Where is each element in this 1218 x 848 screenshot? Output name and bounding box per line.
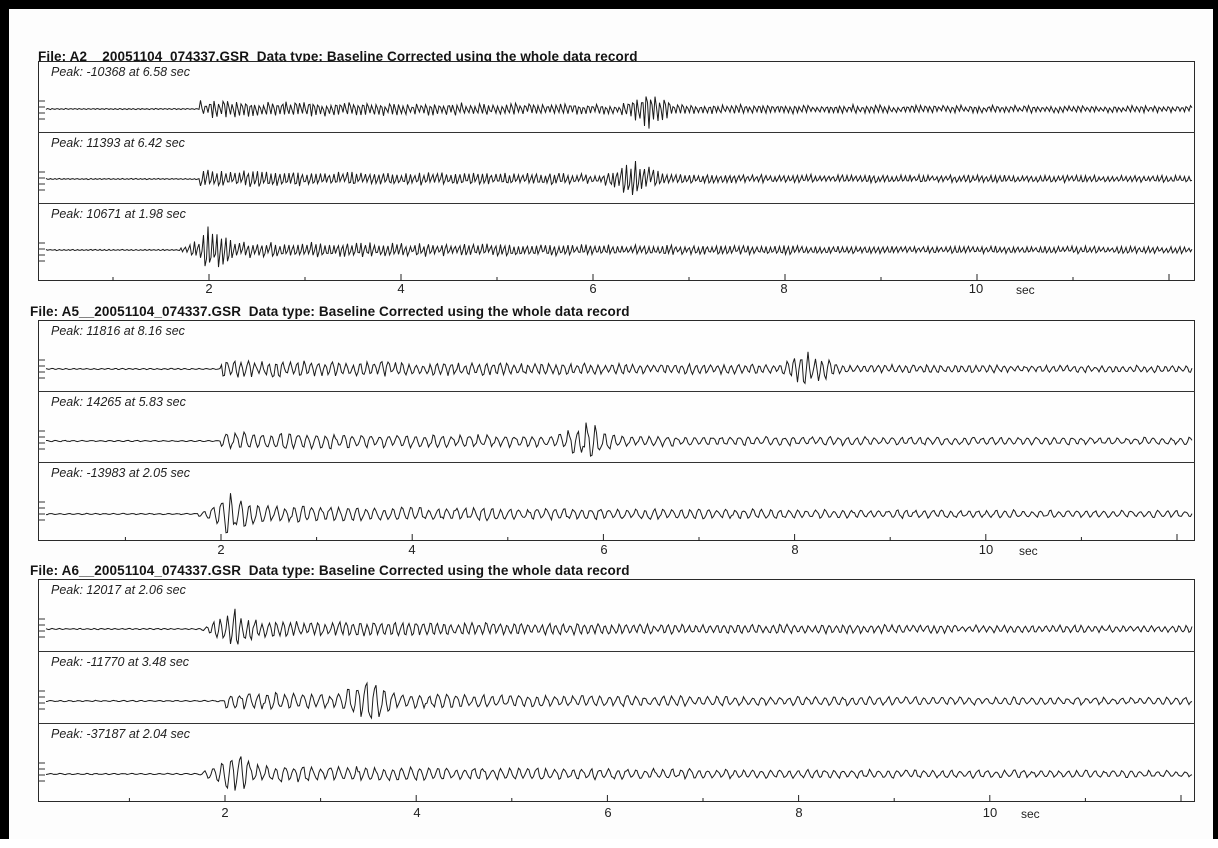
x-tick-label: 4	[397, 281, 405, 296]
x-unit-label: sec	[1019, 544, 1038, 558]
trace-separator	[38, 391, 1195, 392]
peak-label-a2-2: Peak: 11393 at 6.42 sec	[51, 136, 185, 150]
seismogram-trace	[45, 756, 1193, 791]
x-tick-label: 6	[600, 542, 608, 557]
peak-label-a6-1: Peak: 12017 at 2.06 sec	[51, 583, 186, 597]
x-tick-label: 10	[982, 805, 998, 820]
seismogram-trace	[45, 351, 1193, 385]
seismogram-trace	[45, 226, 1193, 268]
file-title-a2: File: A2__20051104_074337.GSR Data type:…	[38, 49, 638, 64]
trace-separator	[38, 723, 1195, 724]
peak-label-a5-3: Peak: -13983 at 2.05 sec	[51, 466, 190, 480]
peak-label-a5-2: Peak: 14265 at 5.83 sec	[51, 395, 186, 409]
file-title-a5: File: A5__20051104_074337.GSR Data type:…	[30, 304, 630, 319]
x-unit-label: sec	[1021, 807, 1040, 821]
file-title-a6: File: A6__20051104_074337.GSR Data type:…	[30, 563, 630, 578]
x-tick-label: 2	[205, 281, 213, 296]
x-tick-label: 10	[968, 281, 984, 296]
peak-label-a2-1: Peak: -10368 at 6.58 sec	[51, 65, 190, 79]
x-tick-label: 8	[791, 542, 799, 557]
trace-separator	[38, 462, 1195, 463]
peak-label-a5-1: Peak: 11816 at 8.16 sec	[51, 324, 185, 338]
x-tick-label: 6	[589, 281, 597, 296]
peak-label-a2-3: Peak: 10671 at 1.98 sec	[51, 207, 186, 221]
x-tick-label: 2	[217, 542, 225, 557]
peak-label-a6-3: Peak: -37187 at 2.04 sec	[51, 727, 190, 741]
seismogram-traces	[38, 96, 1193, 802]
x-tick-label: 8	[795, 805, 803, 820]
peak-label-a6-2: Peak: -11770 at 3.48 sec	[51, 655, 190, 669]
x-tick-label: 4	[413, 805, 421, 820]
panel-a6	[38, 579, 1195, 802]
seismogram-trace	[46, 493, 1193, 534]
x-tick-label: 8	[780, 281, 788, 296]
x-tick-label: 4	[408, 542, 416, 557]
x-tick-label: 2	[221, 805, 229, 820]
x-unit-label: sec	[1016, 283, 1035, 297]
trace-separator	[38, 132, 1195, 133]
x-tick-label: 6	[604, 805, 612, 820]
trace-separator	[38, 203, 1195, 204]
panel-a5	[38, 320, 1195, 541]
seismogram-trace	[45, 681, 1193, 720]
seismogram-trace	[45, 608, 1193, 645]
seismogram-trace	[45, 96, 1193, 129]
seismogram-trace	[45, 160, 1193, 196]
x-tick-label: 10	[978, 542, 994, 557]
seismogram-trace	[46, 422, 1193, 457]
trace-separator	[38, 651, 1195, 652]
